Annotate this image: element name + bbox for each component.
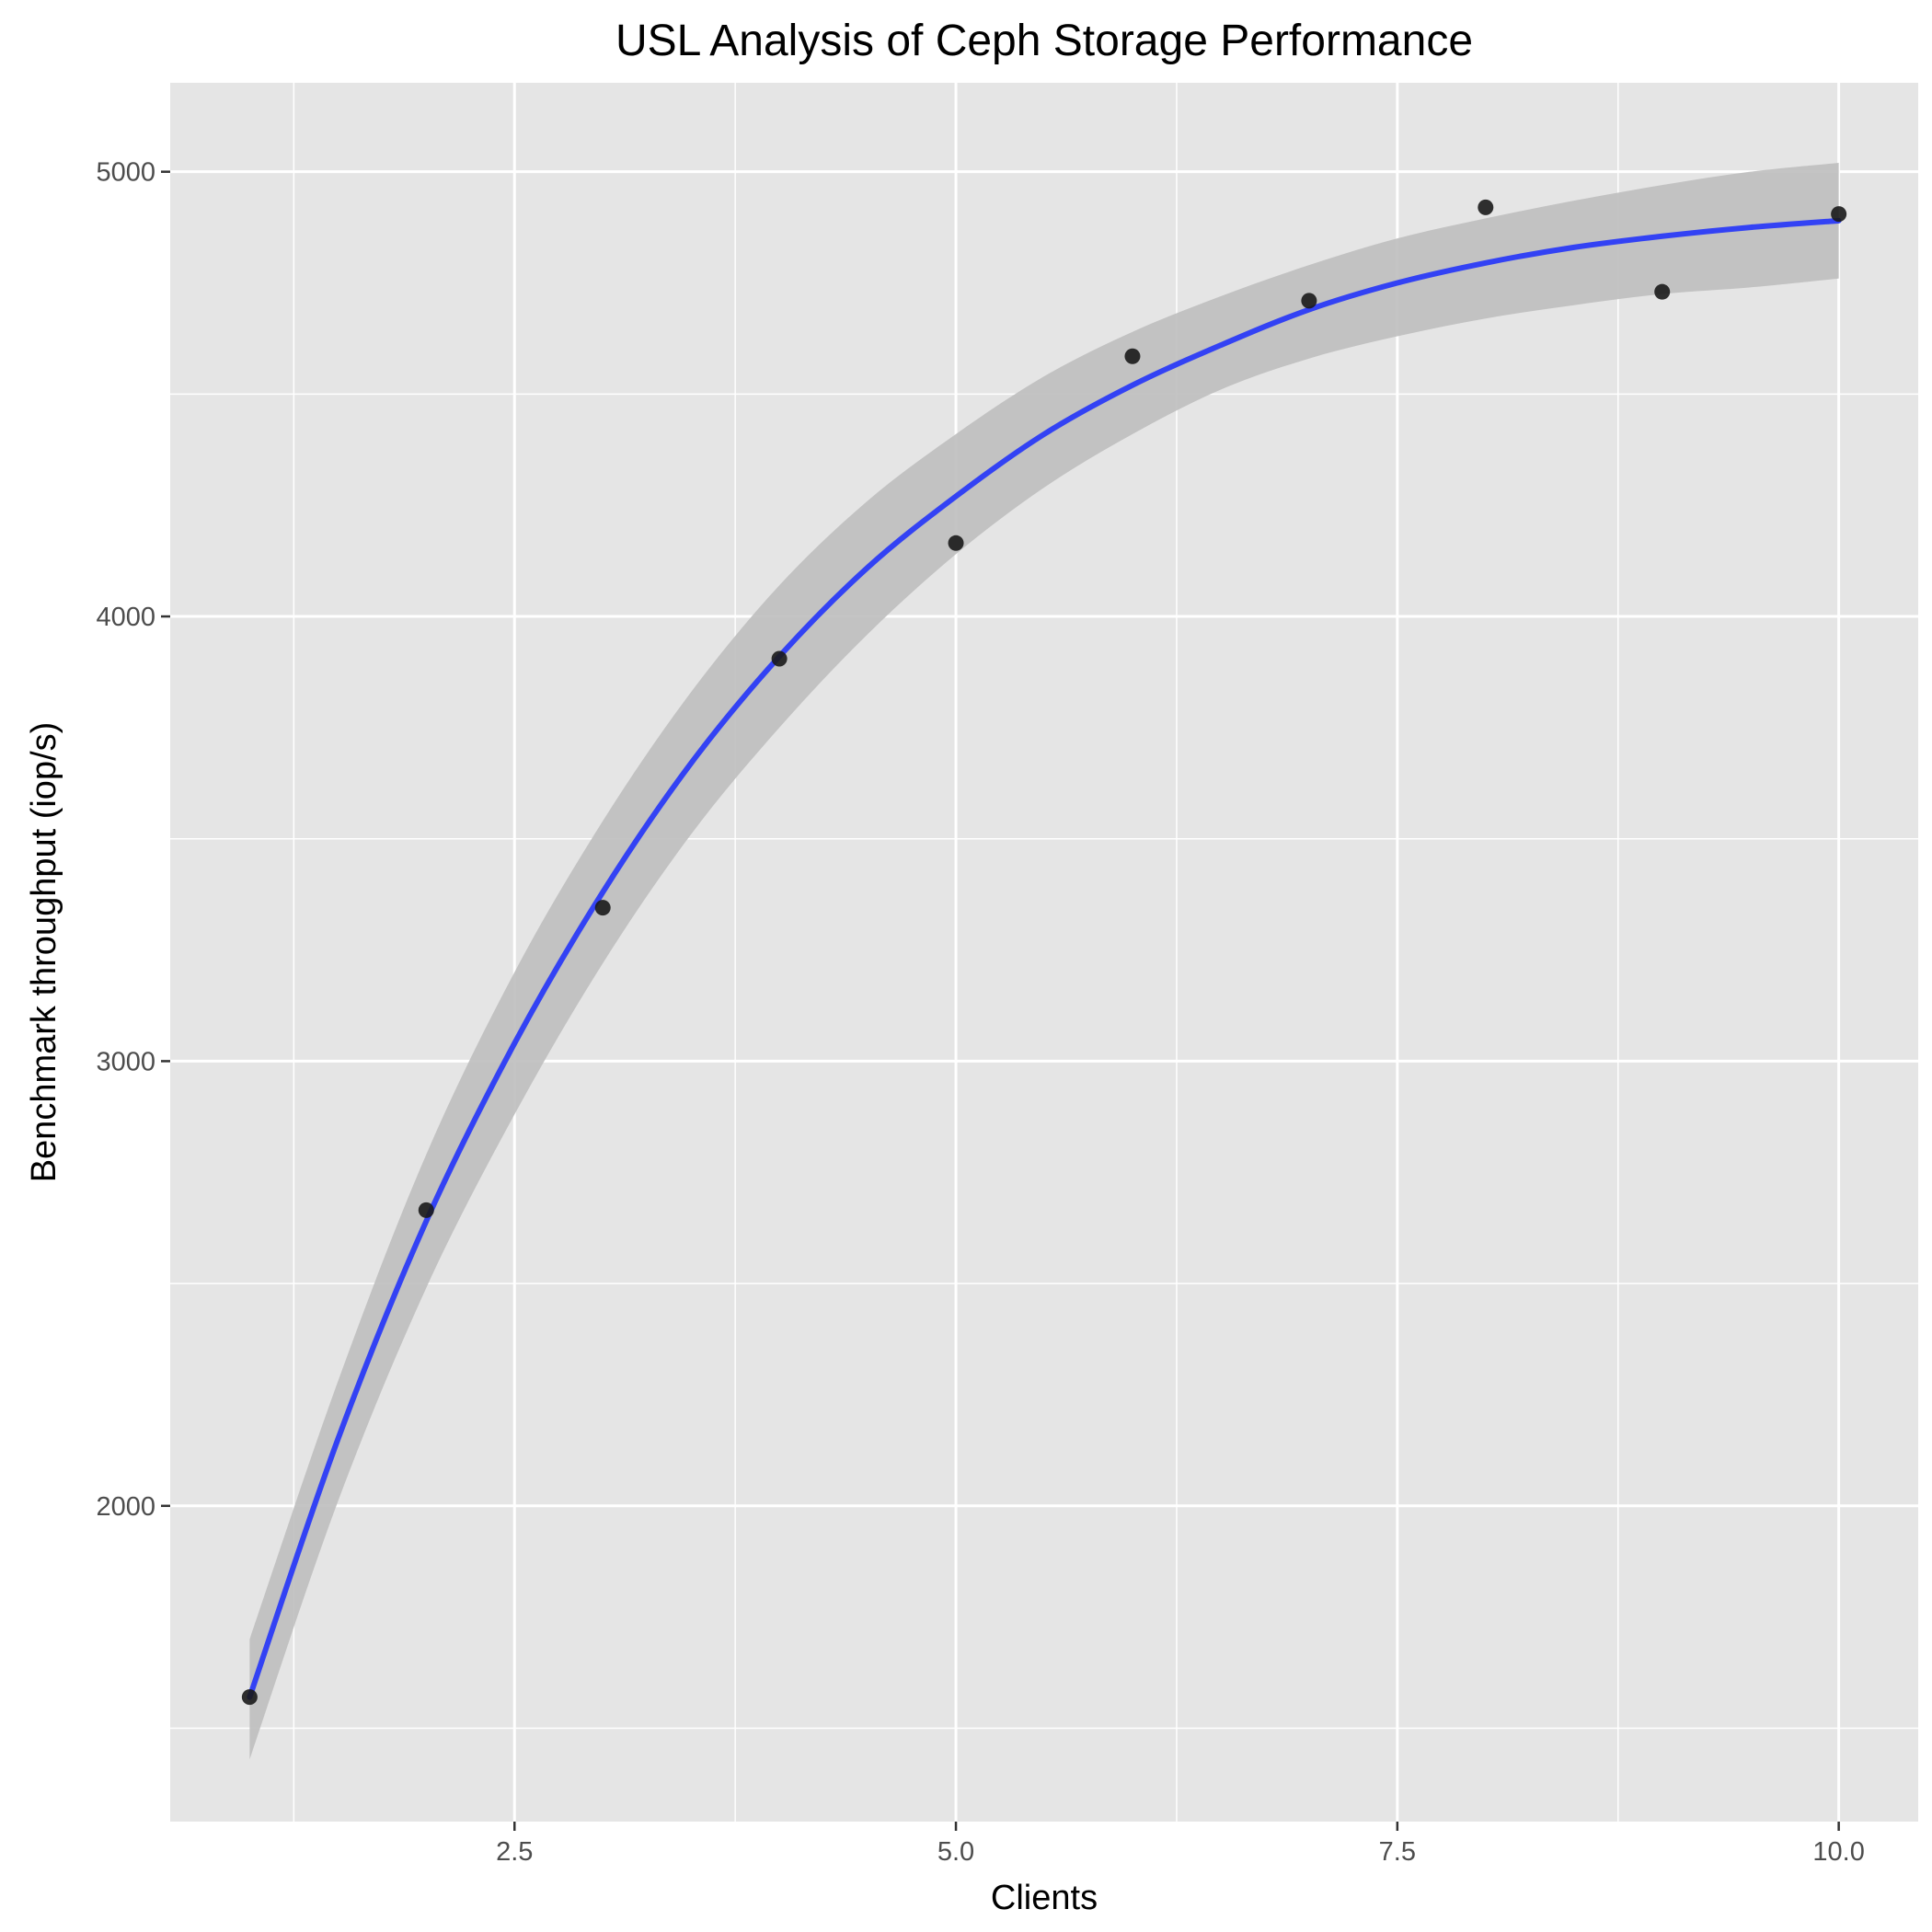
y-tick-label: 4000 <box>96 603 155 632</box>
y-tick-label: 2000 <box>96 1492 155 1522</box>
x-axis: 2.5 5.0 7.5 10.0 <box>496 1822 1865 1867</box>
x-tick-label: 2.5 <box>496 1837 533 1867</box>
x-tick-label: 7.5 <box>1379 1837 1416 1867</box>
data-point <box>948 535 964 551</box>
x-axis-title: Clients <box>991 1879 1098 1917</box>
chart-title: USL Analysis of Ceph Storage Performance <box>615 17 1473 65</box>
y-axis-title: Benchmark throughput (iop/s) <box>25 722 63 1183</box>
data-points <box>241 199 1847 1706</box>
data-point <box>771 650 788 667</box>
data-point <box>241 1689 258 1706</box>
y-tick-label: 3000 <box>96 1047 155 1076</box>
x-tick-label: 10.0 <box>1812 1837 1864 1867</box>
data-point <box>1301 293 1317 309</box>
x-tick-label: 5.0 <box>937 1837 974 1867</box>
y-axis: 2000 3000 4000 5000 <box>96 158 170 1522</box>
y-tick-label: 5000 <box>96 158 155 188</box>
grid-major <box>170 83 1918 1822</box>
data-point <box>418 1202 434 1218</box>
data-point <box>1124 348 1141 364</box>
data-point <box>1831 206 1847 223</box>
fit-line <box>247 217 1842 1700</box>
data-point <box>1654 283 1671 300</box>
data-point <box>1478 199 1494 215</box>
plot-panel <box>170 83 1918 1822</box>
confidence-band <box>249 163 1839 1760</box>
data-point <box>594 900 611 916</box>
